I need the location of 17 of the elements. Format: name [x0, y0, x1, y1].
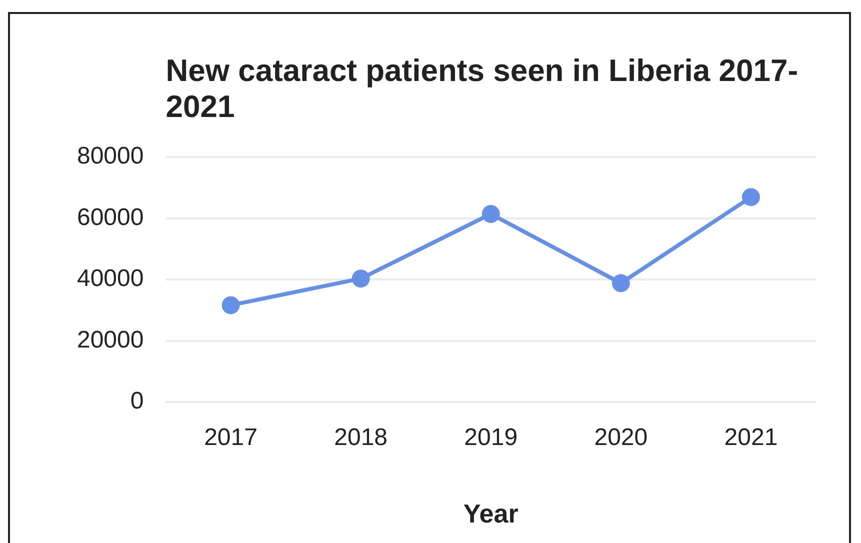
- point: [482, 204, 500, 223]
- x-tick-label: 2021: [724, 424, 778, 452]
- y-tick-label: 60000: [76, 204, 144, 231]
- x-tick-label: 2019: [464, 424, 518, 452]
- point: [742, 188, 760, 206]
- point: [612, 274, 630, 292]
- chart-title: New cataract patients seen in Liberia 2017- 2021: [166, 53, 798, 124]
- point: [222, 296, 240, 314]
- x-axis-title: Year: [463, 498, 518, 529]
- x-tick-label: 2020: [594, 424, 648, 452]
- y-tick-label: 0: [130, 388, 144, 415]
- x-tick-label: 2017: [204, 424, 258, 452]
- point: [352, 270, 370, 288]
- y-tick-label: 80000: [76, 142, 144, 170]
- y-tick-label: 20000: [76, 326, 144, 354]
- x-tick-label: 2018: [334, 424, 388, 452]
- y-tick-label: 40000: [76, 265, 144, 292]
